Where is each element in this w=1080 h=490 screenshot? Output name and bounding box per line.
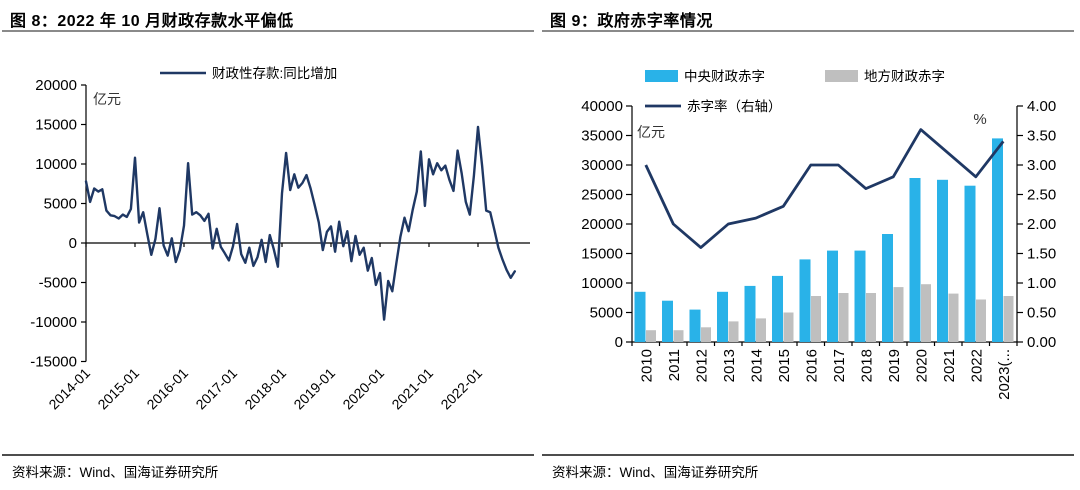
svg-text:25000: 25000: [581, 187, 623, 204]
left-unit-label: 亿元: [93, 91, 121, 107]
svg-text:1.00: 1.00: [1027, 275, 1056, 292]
right-chart-axes: [626, 105, 1023, 346]
svg-text:20000: 20000: [35, 77, 77, 94]
figure-9-title: 图 9：政府赤字率情况: [550, 13, 713, 30]
svg-text:2023(...: 2023(...: [996, 349, 1013, 400]
svg-text:35000: 35000: [581, 128, 623, 145]
svg-text:2022: 2022: [968, 349, 985, 382]
svg-text:40000: 40000: [581, 98, 623, 115]
svg-text:2018: 2018: [858, 349, 875, 382]
svg-text:5000: 5000: [590, 305, 623, 322]
svg-text:0: 0: [615, 334, 623, 351]
local-deficit-bars: [646, 284, 1014, 343]
svg-text:2022-01: 2022-01: [437, 365, 485, 413]
government-deficit-bar-chart: 40000 35000 30000 25000 20000 15000 10000 5000 0…: [581, 69, 1056, 400]
svg-text:1.50: 1.50: [1027, 246, 1056, 263]
svg-text:2010: 2010: [638, 349, 655, 382]
svg-text:10000: 10000: [35, 156, 77, 173]
figure-8-panel: 图 8：2022 年 10 月财政存款水平偏低 20000 15000 10000 5…: [2, 13, 534, 480]
right-chart-left-axis-labels: 40000 35000 30000 25000 20000 15000 10000 5000 0: [581, 98, 623, 351]
svg-text:赤字率（右轴）: 赤字率（右轴）: [687, 98, 782, 114]
svg-text:0.00: 0.00: [1027, 334, 1056, 351]
svg-text:-5000: -5000: [39, 275, 77, 292]
right-chart-x-axis-labels: 2010 2011 2012 2013 2014 2015 2016 2017 2018 2019…: [638, 349, 1013, 400]
svg-text:2017-01: 2017-01: [192, 365, 240, 413]
svg-text:0: 0: [69, 235, 77, 252]
svg-text:2014-01: 2014-01: [45, 365, 93, 413]
deficit-rate-line: [644, 128, 1005, 250]
svg-text:2017: 2017: [831, 349, 848, 382]
svg-text:2013: 2013: [721, 349, 738, 382]
right-chart-right-axis-labels: 4.00 3.50 3.00 2.50 2.00 1.50 1.00 0.50 0.00: [1027, 98, 1056, 351]
figure-8-title-divider: [2, 30, 534, 32]
left-x-axis-labels: 2014-01 2015-01 2016-01 2017-01 2018-01 2019-…: [45, 365, 485, 413]
figure-9-title-divider: [542, 30, 1074, 32]
svg-text:10000: 10000: [581, 275, 623, 292]
svg-text:15000: 15000: [581, 246, 623, 263]
svg-text:2021-01: 2021-01: [388, 365, 436, 413]
central-deficit-bars: [634, 138, 1003, 343]
svg-text:2018-01: 2018-01: [241, 365, 289, 413]
left-legend: 财政性存款:同比增加: [160, 66, 337, 81]
svg-text:2012: 2012: [693, 349, 710, 382]
svg-text:2015: 2015: [776, 349, 793, 382]
svg-text:5000: 5000: [44, 196, 77, 213]
left-y-axis-labels: 20000 15000 10000 5000 0 -5000 -10000 -15000: [30, 77, 77, 371]
figure-8-footer-divider: [2, 454, 534, 456]
right-left-unit-label: 亿元: [637, 124, 665, 140]
svg-text:2020-01: 2020-01: [339, 365, 387, 413]
svg-text:2020: 2020: [913, 349, 930, 382]
fiscal-deposit-yoy-line: [84, 125, 516, 321]
svg-text:地方财政赤字: 地方财政赤字: [864, 69, 945, 84]
svg-text:3.50: 3.50: [1027, 128, 1056, 145]
svg-text:2011: 2011: [666, 349, 683, 381]
svg-text:2019-01: 2019-01: [290, 365, 338, 413]
svg-text:中央财政赤字: 中央财政赤字: [684, 69, 765, 84]
svg-text:3.00: 3.00: [1027, 157, 1056, 174]
figure-8-title: 图 8：2022 年 10 月财政存款水平偏低: [10, 13, 294, 30]
svg-text:0.50: 0.50: [1027, 305, 1056, 322]
right-right-unit-label: %: [973, 111, 986, 128]
svg-text:2021: 2021: [941, 349, 958, 382]
svg-text:财政性存款:同比增加: 财政性存款:同比增加: [212, 66, 337, 81]
figure-9-source: 资料来源：Wind、国海证券研究所: [552, 465, 759, 480]
svg-text:2015-01: 2015-01: [94, 365, 142, 413]
svg-text:2.00: 2.00: [1027, 216, 1056, 233]
svg-text:15000: 15000: [35, 117, 77, 134]
figure-9-footer-divider: [542, 454, 1074, 456]
svg-text:2.50: 2.50: [1027, 187, 1056, 204]
svg-text:20000: 20000: [581, 216, 623, 233]
svg-text:-15000: -15000: [30, 354, 77, 371]
svg-text:30000: 30000: [581, 157, 623, 174]
fiscal-deposits-line-chart: 20000150001000050000-5000-10000-15000201…: [30, 66, 530, 413]
svg-text:-10000: -10000: [30, 314, 77, 331]
figure-9-panel: 图 9：政府赤字率情况 40000 35000 30000 25000 20000 150…: [540, 0, 1080, 490]
svg-text:2016-01: 2016-01: [143, 365, 191, 413]
svg-text:4.00: 4.00: [1027, 98, 1056, 115]
svg-text:2016: 2016: [803, 349, 820, 382]
left-chart-axes: [81, 84, 530, 363]
figure-8-source: 资料来源：Wind、国海证券研究所: [12, 465, 219, 480]
svg-text:2019: 2019: [886, 349, 903, 382]
svg-text:2014: 2014: [748, 349, 765, 382]
